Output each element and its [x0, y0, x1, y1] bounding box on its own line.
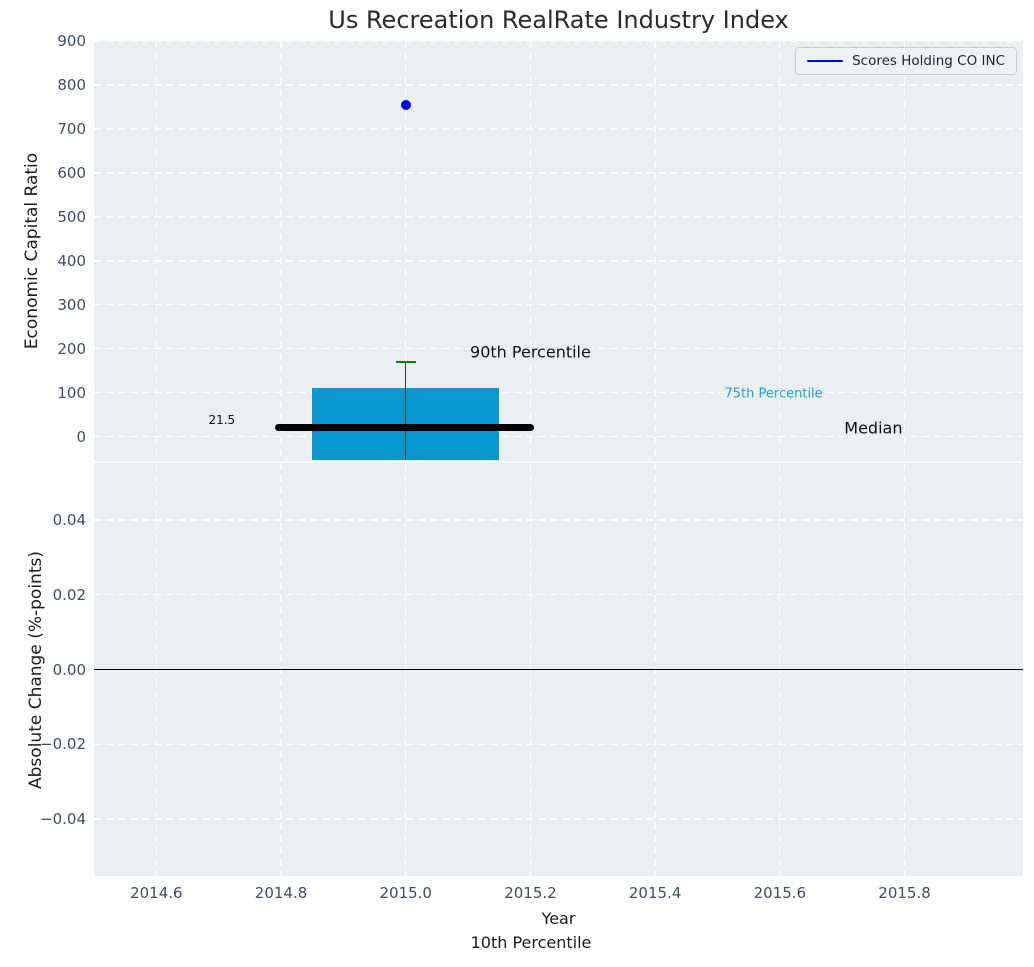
v-gridline — [155, 41, 157, 461]
h-gridline — [94, 519, 1023, 521]
x-tick-label: 2015.0 — [379, 884, 432, 902]
v-gridline — [405, 41, 407, 461]
p90-cap — [395, 360, 416, 364]
h-gridline — [94, 348, 1023, 350]
y-tick-label: 0.00 — [52, 660, 86, 679]
x-tick-label: 2014.6 — [130, 884, 183, 902]
annotation-75th-percentile: 75th Percentile — [724, 386, 823, 402]
legend-label: Scores Holding CO INC — [852, 53, 1005, 69]
company-data-point — [400, 99, 411, 110]
h-gridline — [94, 392, 1023, 394]
x-tick-label: 2015.6 — [753, 884, 807, 902]
y-tick-label: 200 — [57, 339, 86, 358]
zero-line — [94, 668, 1023, 671]
h-gridline — [94, 818, 1023, 820]
h-gridline — [94, 41, 1023, 42]
v-gridline — [529, 41, 532, 461]
legend-line-swatch — [807, 59, 844, 63]
y-tick-label: 0 — [76, 427, 86, 446]
x-axis-sublabel: 10th Percentile — [470, 933, 592, 952]
annotation-median: Median — [844, 418, 903, 438]
h-gridline — [94, 172, 1023, 174]
h-gridline — [94, 84, 1023, 86]
v-gridline — [779, 41, 781, 461]
v-gridline — [280, 41, 282, 461]
y-tick-label: 600 — [57, 163, 86, 182]
y-tick-label: 300 — [57, 295, 86, 314]
h-gridline — [94, 436, 1023, 438]
legend: Scores Holding CO INC — [795, 47, 1017, 75]
h-gridline — [94, 743, 1023, 745]
v-gridline — [654, 41, 656, 461]
h-gridline — [94, 304, 1023, 306]
y-tick-label: −0.04 — [40, 810, 86, 829]
y-tick-label: 0.02 — [52, 585, 86, 604]
annotation-21-5: 21.5 — [208, 413, 236, 428]
x-axis-label: Year — [541, 909, 576, 928]
y-tick-label: 500 — [57, 207, 86, 226]
whisker-line — [404, 362, 407, 461]
chart-title: Us Recreation RealRate Industry Index — [328, 6, 789, 34]
bottom-plot-area — [94, 463, 1023, 876]
y-tick-label: 800 — [57, 75, 86, 94]
x-tick-label: 2015.2 — [504, 884, 557, 902]
x-tick-label: 2015.8 — [878, 884, 931, 902]
y-tick-label: 900 — [57, 32, 86, 50]
x-tick-label: 2015.4 — [628, 884, 682, 902]
y-tick-label: −0.02 — [40, 735, 86, 754]
y-tick-label: 100 — [57, 383, 86, 402]
h-gridline — [94, 128, 1023, 130]
y-tick-label: 700 — [57, 119, 86, 138]
h-gridline — [94, 216, 1023, 218]
top-plot-area: 21.5 90th Percentile 75th Percentile Median… — [94, 41, 1023, 461]
annotation-90th-percentile: 90th Percentile — [470, 342, 591, 362]
x-tick-label: 2014.8 — [254, 884, 308, 902]
v-gridline — [903, 41, 906, 461]
h-gridline — [94, 594, 1023, 596]
y-tick-label: 0.04 — [52, 510, 86, 529]
y-tick-label: 400 — [57, 251, 86, 270]
median-line — [274, 423, 534, 431]
h-gridline — [94, 260, 1023, 262]
